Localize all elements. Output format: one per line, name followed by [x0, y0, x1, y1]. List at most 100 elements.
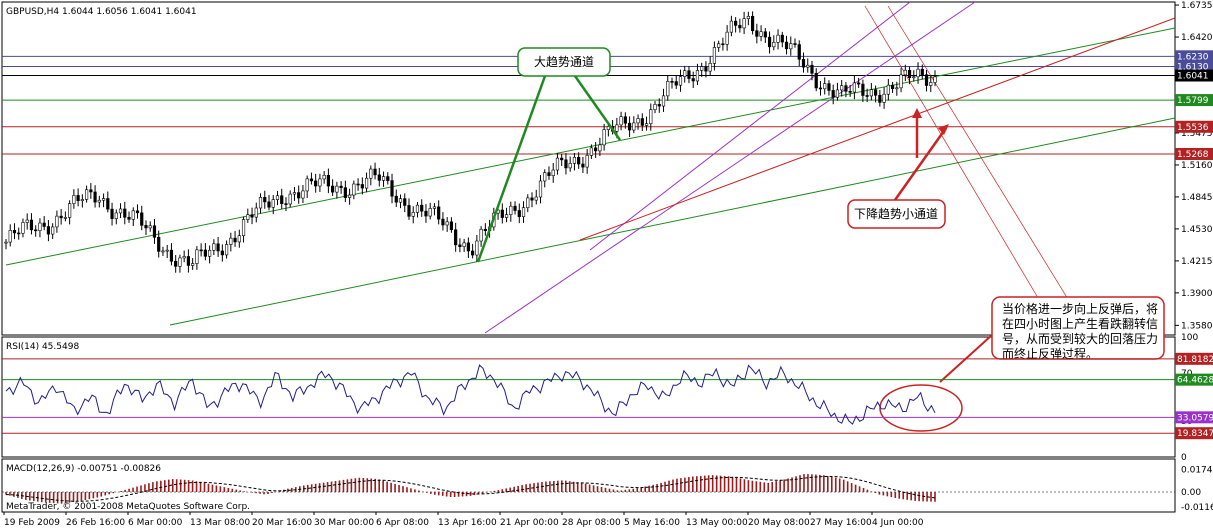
candle-body	[131, 210, 135, 220]
candle-body	[199, 249, 203, 252]
candle-body	[135, 210, 140, 214]
candle-body	[165, 249, 169, 252]
candle-body	[598, 144, 602, 152]
candle-body	[51, 226, 55, 235]
candle-body	[80, 199, 84, 201]
candle-body	[432, 206, 437, 209]
rsi-axis: 10070300	[1181, 333, 1198, 463]
candle-body	[577, 156, 581, 165]
svg-text:号，从而受到较大的回落压力: 号，从而受到较大的回落压力	[1002, 331, 1158, 346]
candle-body	[123, 208, 127, 218]
time-tick-label: 4 Jun 00:00	[872, 518, 924, 528]
candle-body	[390, 180, 394, 197]
price-level-label: 1.5536	[1177, 123, 1209, 133]
trend-line[interactable]	[5, 27, 1176, 266]
annotation-note-box: 当价格进一步向上反弹后，将 在四小时图上产生看跌翻转信 号，从而受到较大的回落压…	[879, 296, 1165, 432]
trend-line[interactable]	[589, 1, 911, 251]
trend-line[interactable]	[169, 117, 1176, 326]
candle-body	[725, 31, 729, 45]
candle-body	[920, 68, 924, 76]
candle-body	[76, 195, 80, 201]
candle-body	[360, 184, 364, 189]
candle-body	[280, 195, 284, 204]
candle-body	[68, 203, 72, 218]
candle-body	[246, 214, 250, 220]
candle-body	[776, 34, 780, 43]
candle-body	[140, 212, 144, 226]
trend-line[interactable]	[579, 17, 1176, 241]
candle-body	[352, 183, 356, 196]
candle-body	[627, 122, 632, 131]
candle-body	[17, 232, 21, 235]
rsi-title: RSI(14) 45.5498	[6, 342, 79, 352]
price-level-badge	[1175, 94, 1213, 107]
candle-body	[420, 204, 424, 212]
candle-body	[229, 237, 233, 245]
candle-body	[551, 169, 555, 177]
price-tick-label: 1.6420	[1181, 33, 1213, 43]
macd-panel-frame	[1, 458, 1176, 513]
candle-body	[63, 217, 67, 219]
price-tick-label: 1.5160	[1181, 161, 1213, 171]
candle-body	[581, 163, 585, 168]
trend-line[interactable]	[887, 5, 1091, 336]
candle-body	[564, 159, 568, 169]
candle-body	[89, 189, 93, 193]
candle-body	[912, 76, 916, 79]
time-tick-label: 20 May 08:00	[748, 518, 810, 528]
trend-channels	[5, 1, 1176, 336]
rsi-tick-label: 100	[1181, 333, 1198, 343]
candle-body	[254, 207, 258, 218]
candle-body	[572, 156, 577, 164]
candle-body	[827, 83, 831, 91]
candle-body	[403, 198, 407, 206]
candle-body	[428, 208, 432, 217]
time-tick-label: 26 Feb 16:00	[66, 518, 125, 528]
candle-body	[178, 257, 182, 267]
trend-line[interactable]	[484, 1, 976, 334]
candle-body	[606, 126, 610, 130]
rsi-line	[5, 364, 936, 425]
candle-body	[250, 214, 254, 218]
candle-body	[233, 237, 237, 243]
candle-body	[823, 83, 827, 90]
candle-body	[831, 90, 835, 98]
candle-body	[34, 229, 38, 232]
main-panel-frame	[1, 1, 1176, 336]
time-tick-label: 13 May 00:00	[686, 518, 748, 528]
candle-body	[890, 84, 895, 89]
candle-body	[708, 63, 712, 72]
rsi-level-badge	[1175, 373, 1213, 386]
candle-body	[174, 260, 178, 267]
candle-body	[364, 177, 369, 189]
rsi-level-label: 19.8347	[1177, 429, 1213, 439]
candle-body	[560, 157, 564, 161]
candle-body	[878, 94, 882, 103]
candle-body	[759, 31, 763, 37]
candle-body	[649, 109, 653, 125]
rsi-level-label: 33.0579	[1177, 413, 1213, 423]
rsi-tick-label: 0	[1181, 453, 1187, 463]
candle-body	[797, 44, 801, 60]
candle-body	[348, 194, 352, 198]
candle-body	[356, 183, 360, 186]
candle-body	[72, 195, 76, 204]
price-level-label: 1.6041	[1177, 72, 1209, 82]
candle-body	[8, 230, 12, 243]
trend-line[interactable]	[864, 5, 1061, 336]
price-tick-label: 1.4845	[1181, 193, 1213, 203]
candle-body	[521, 207, 526, 217]
candle-body	[258, 197, 263, 209]
candle-body	[623, 116, 627, 124]
candle-body	[437, 206, 441, 220]
price-tick-label: 1.5475	[1181, 129, 1213, 139]
candle-body	[661, 95, 666, 107]
time-tick-label: 19 Feb 2009	[4, 518, 60, 528]
candle-body	[411, 212, 415, 217]
candle-body	[772, 42, 776, 48]
candle-body	[683, 70, 687, 77]
candle-body	[513, 205, 517, 211]
candle-body	[814, 73, 818, 89]
rsi-level-badge	[1175, 352, 1213, 365]
copyright: MetaTrader, © 2001-2008 MetaQuotes Softw…	[6, 502, 250, 512]
